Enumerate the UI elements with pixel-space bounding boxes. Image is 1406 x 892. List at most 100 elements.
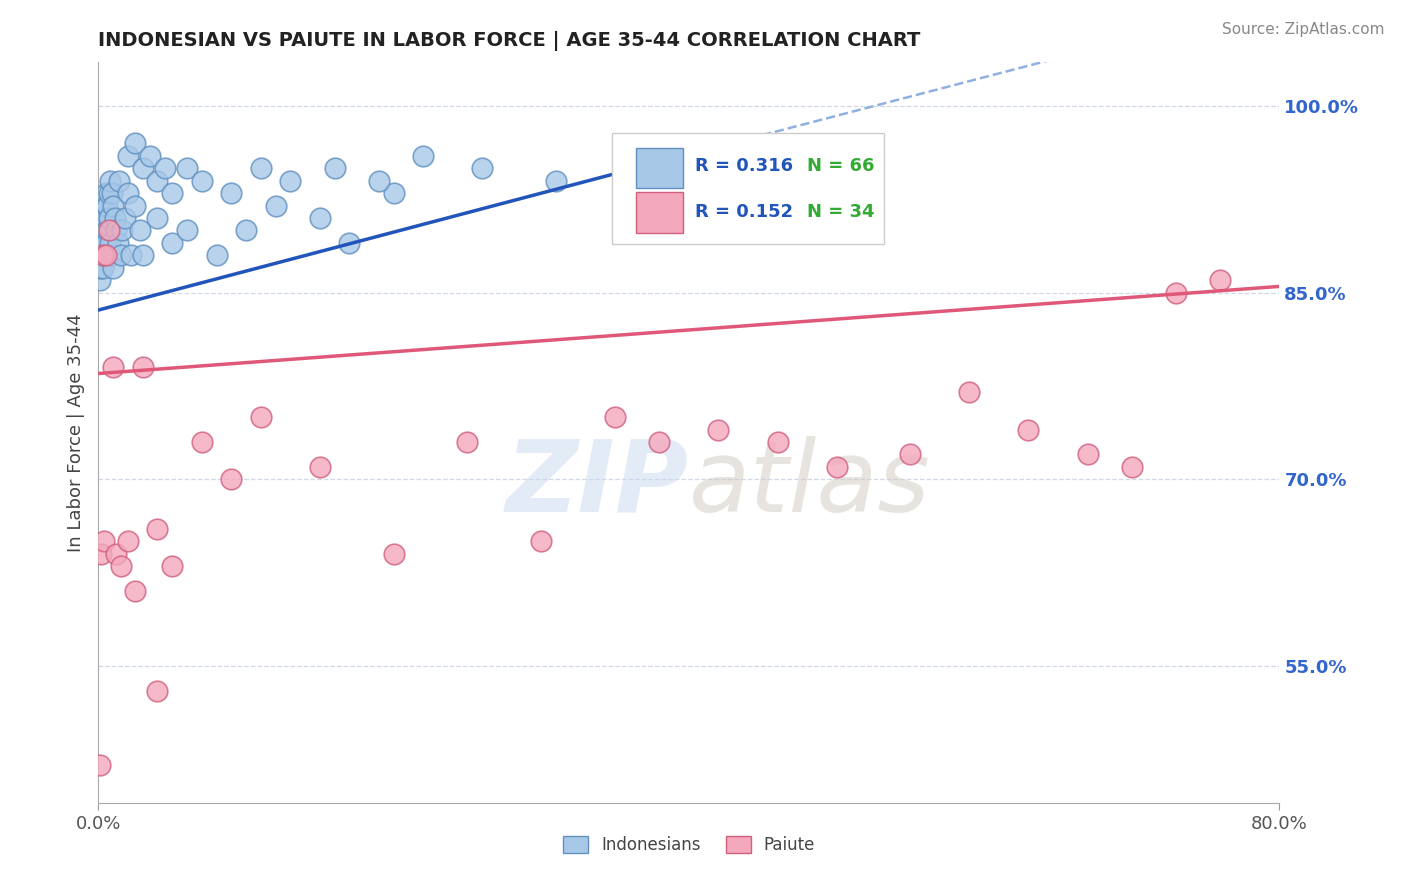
Point — [91, 211, 114, 225]
Point — [546, 174, 568, 188]
Point — [471, 161, 494, 176]
Point — [191, 174, 214, 188]
Point — [98, 235, 121, 250]
Point — [94, 211, 117, 225]
Point — [250, 161, 273, 176]
Point — [91, 248, 114, 262]
Point — [94, 186, 117, 200]
Point — [117, 186, 139, 200]
Text: R = 0.316: R = 0.316 — [695, 157, 793, 175]
Point — [105, 547, 128, 561]
Point — [91, 235, 114, 250]
Point — [648, 149, 671, 163]
Point — [309, 211, 332, 225]
Point — [132, 360, 155, 375]
Point — [89, 758, 111, 772]
Point — [110, 559, 132, 574]
Point — [457, 434, 479, 449]
Point — [1018, 423, 1040, 437]
Point — [132, 248, 155, 262]
Point — [1121, 459, 1143, 474]
Text: N = 66: N = 66 — [807, 157, 875, 175]
Point — [108, 174, 131, 188]
Point — [605, 410, 627, 425]
Point — [97, 211, 120, 225]
FancyBboxPatch shape — [636, 192, 683, 233]
Point — [162, 559, 183, 574]
Point — [117, 149, 139, 163]
Point — [96, 198, 118, 212]
Point — [146, 522, 169, 536]
Point — [368, 174, 391, 188]
Point — [235, 223, 257, 237]
Point — [146, 211, 169, 225]
Point — [124, 198, 146, 212]
Point — [93, 223, 115, 237]
Point — [1166, 285, 1188, 300]
Text: R = 0.152: R = 0.152 — [695, 203, 793, 221]
Point — [139, 149, 162, 163]
Text: N = 34: N = 34 — [807, 203, 875, 221]
Point — [89, 260, 111, 275]
Text: Source: ZipAtlas.com: Source: ZipAtlas.com — [1222, 22, 1385, 37]
Point — [96, 223, 118, 237]
Point — [280, 174, 302, 188]
Point — [530, 534, 553, 549]
Point — [162, 235, 183, 250]
Point — [96, 248, 118, 262]
Point — [339, 235, 361, 250]
Point — [250, 410, 273, 425]
FancyBboxPatch shape — [636, 147, 683, 188]
Point — [162, 186, 183, 200]
Point — [766, 434, 789, 449]
Point — [205, 248, 228, 262]
Point — [98, 174, 121, 188]
Point — [309, 459, 332, 474]
Point — [221, 472, 243, 486]
Point — [105, 223, 128, 237]
Point — [97, 186, 120, 200]
Point — [1077, 447, 1099, 461]
Point — [100, 248, 122, 262]
Point — [91, 223, 114, 237]
Point — [132, 161, 155, 176]
Point — [221, 186, 243, 200]
Point — [124, 584, 146, 599]
Point — [264, 198, 287, 212]
Point — [93, 534, 115, 549]
Text: INDONESIAN VS PAIUTE IN LABOR FORCE | AGE 35-44 CORRELATION CHART: INDONESIAN VS PAIUTE IN LABOR FORCE | AG… — [98, 31, 921, 51]
Point — [825, 459, 848, 474]
Point — [110, 248, 132, 262]
Point — [90, 211, 112, 225]
Point — [120, 248, 142, 262]
Point — [103, 360, 125, 375]
Point — [153, 161, 176, 176]
Y-axis label: In Labor Force | Age 35-44: In Labor Force | Age 35-44 — [66, 313, 84, 552]
Point — [107, 235, 129, 250]
FancyBboxPatch shape — [612, 133, 884, 244]
Point — [97, 223, 120, 237]
Point — [100, 186, 122, 200]
Point — [707, 423, 730, 437]
Point — [124, 136, 146, 151]
Point — [103, 198, 125, 212]
Text: atlas: atlas — [689, 436, 931, 533]
Point — [323, 161, 346, 176]
Point — [91, 248, 114, 262]
Point — [89, 273, 111, 287]
Point — [91, 260, 114, 275]
Point — [90, 198, 112, 212]
Point — [959, 385, 981, 400]
Point — [176, 223, 198, 237]
Point — [176, 161, 198, 176]
Point — [93, 198, 115, 212]
Point — [90, 248, 112, 262]
Point — [382, 547, 405, 561]
Point — [111, 223, 134, 237]
Point — [114, 211, 136, 225]
Point — [648, 434, 671, 449]
Point — [191, 434, 214, 449]
Point — [382, 186, 405, 200]
Point — [412, 149, 434, 163]
Point — [146, 683, 169, 698]
